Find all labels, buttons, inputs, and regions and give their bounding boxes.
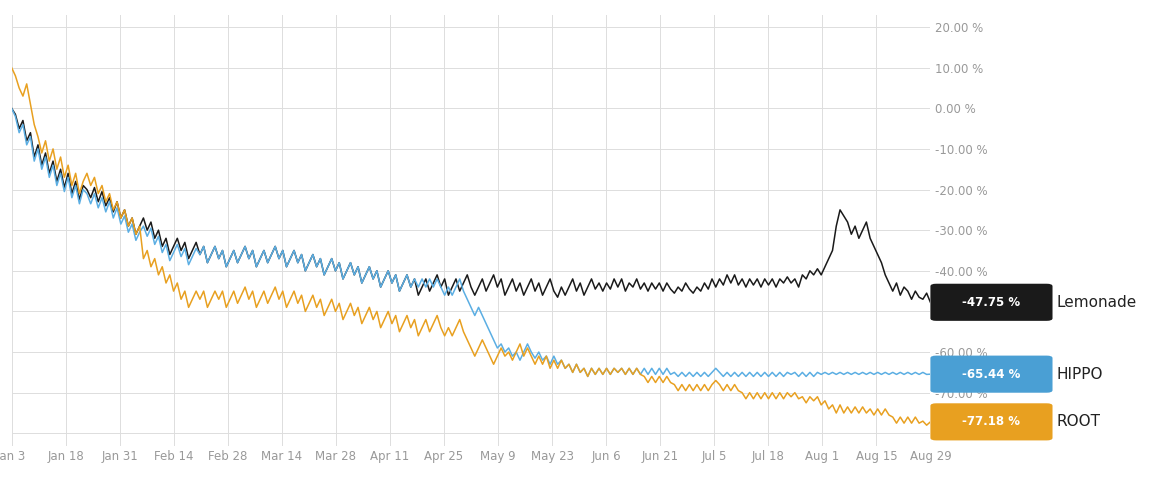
Text: -77.18 %: -77.18 % bbox=[963, 415, 1020, 428]
Text: -65.44 %: -65.44 % bbox=[962, 368, 1021, 381]
Text: ROOT: ROOT bbox=[1056, 414, 1100, 429]
Text: -47.75 %: -47.75 % bbox=[963, 296, 1020, 309]
Text: Lemonade: Lemonade bbox=[1056, 295, 1136, 310]
Text: HIPPO: HIPPO bbox=[1056, 367, 1103, 382]
